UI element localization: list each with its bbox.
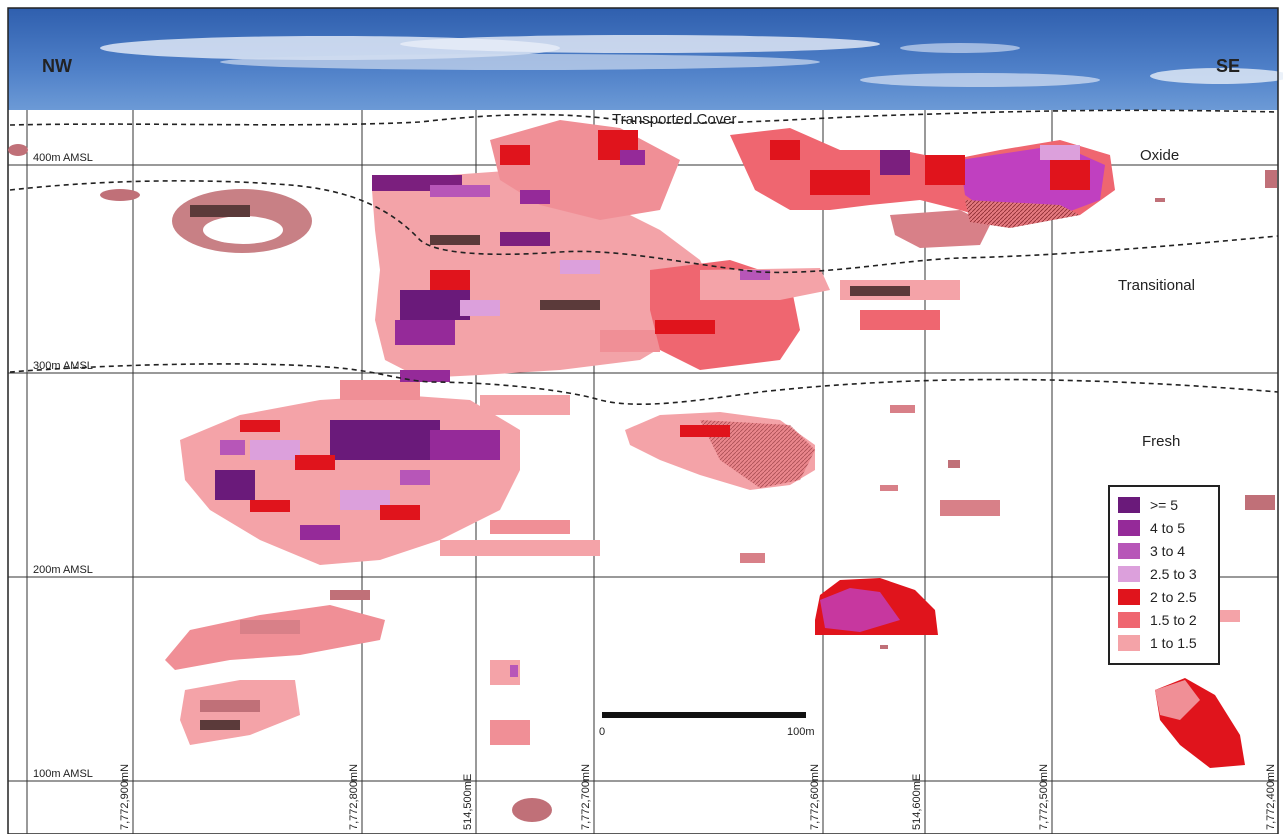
legend-swatch bbox=[1118, 611, 1140, 628]
nw-direction-label: NW bbox=[42, 56, 72, 76]
sky-background bbox=[8, 8, 1283, 110]
grid-label: 7,772,900mN bbox=[119, 764, 131, 830]
scale-bar-line bbox=[602, 712, 806, 718]
oxide-boundary bbox=[9, 180, 1279, 274]
legend-swatch bbox=[1118, 519, 1140, 536]
grid-label: 7,772,700mN bbox=[580, 764, 592, 830]
oxide-label: Oxide bbox=[1140, 147, 1179, 164]
legend-swatch bbox=[1118, 588, 1140, 605]
figure-frame bbox=[7, 7, 1279, 834]
legend-item: >= 5 bbox=[1118, 493, 1210, 516]
zone-boundaries bbox=[9, 109, 1279, 405]
legend-item: 1 to 1.5 bbox=[1118, 631, 1210, 654]
grid-coordinate-labels: 7,772,900mN 7,772,800mN 514,500mE 7,772,… bbox=[119, 764, 1277, 830]
legend-item: 4 to 5 bbox=[1118, 516, 1210, 539]
cover-boundary bbox=[9, 109, 1279, 126]
elevation-label-100: 100m AMSL bbox=[33, 768, 93, 780]
legend-swatch bbox=[1118, 542, 1140, 559]
elevation-label-200: 200m AMSL bbox=[33, 564, 93, 576]
grid-label: 7,772,800mN bbox=[348, 764, 360, 830]
legend-label: 2 to 2.5 bbox=[1150, 588, 1197, 605]
elevation-label-400: 400m AMSL bbox=[33, 152, 93, 164]
legend-label: 3 to 4 bbox=[1150, 542, 1186, 559]
elevation-label-300: 300m AMSL bbox=[33, 360, 93, 372]
legend-label: >= 5 bbox=[1150, 496, 1179, 513]
scale-bar: 0 100m bbox=[599, 712, 815, 738]
legend-label: 1 to 1.5 bbox=[1150, 634, 1197, 651]
legend-item: 3 to 4 bbox=[1118, 539, 1210, 562]
orebody-blocks bbox=[8, 120, 1277, 822]
legend-item: 2 to 2.5 bbox=[1118, 585, 1210, 608]
transported-cover-label: Transported Cover bbox=[612, 111, 737, 128]
legend-label: 4 to 5 bbox=[1150, 519, 1186, 536]
grid-label: 7,772,400mN bbox=[1265, 764, 1277, 830]
grid-label: 514,500mE bbox=[462, 774, 474, 830]
grid-label: 7,772,600mN bbox=[809, 764, 821, 830]
legend-label: 1.5 to 2 bbox=[1150, 611, 1197, 628]
grid-label: 7,772,500mN bbox=[1038, 764, 1050, 830]
legend-swatch bbox=[1118, 496, 1140, 513]
fresh-label: Fresh bbox=[1142, 433, 1180, 450]
legend-item: 2.5 to 3 bbox=[1118, 562, 1210, 585]
transitional-label: Transitional bbox=[1118, 277, 1195, 294]
legend-swatch bbox=[1118, 634, 1140, 651]
legend-swatch bbox=[1118, 565, 1140, 582]
legend-label: 2.5 to 3 bbox=[1150, 565, 1197, 582]
legend-item: 1.5 to 2 bbox=[1118, 608, 1210, 631]
se-direction-label: SE bbox=[1216, 56, 1240, 76]
grade-legend: >= 5 4 to 5 3 to 4 2.5 to 3 2 to 2.5 1.5 to 2… bbox=[1108, 485, 1220, 665]
transitional-boundary bbox=[9, 363, 1279, 405]
grid-label: 514,600mE bbox=[911, 774, 923, 830]
scale-bar-start: 0 bbox=[599, 726, 605, 738]
scale-bar-end: 100m bbox=[787, 726, 815, 738]
